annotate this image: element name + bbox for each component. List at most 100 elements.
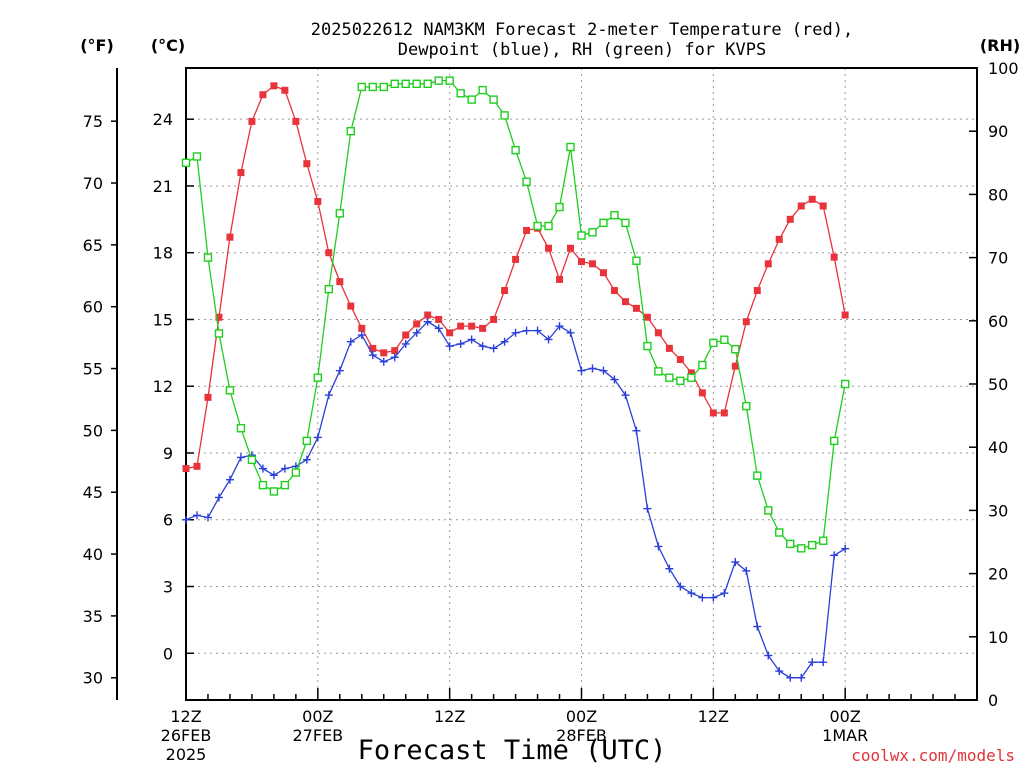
rh-point (280, 480, 290, 490)
rh-point (731, 345, 740, 354)
fahrenheit-tick-label: 65 (83, 236, 103, 255)
rh-point (797, 544, 806, 553)
x-tick-label: 12Z (434, 707, 465, 726)
rh-tick-label: 50 (988, 375, 1008, 394)
chart-series (181, 76, 850, 682)
temperature-point (413, 320, 421, 328)
temperature-point (698, 389, 706, 397)
rh-tick-label: 30 (988, 501, 1008, 520)
temperature-point (314, 198, 322, 206)
rh-point (753, 471, 762, 480)
rh-point (368, 82, 377, 92)
x-tick-label: 27FEB (293, 726, 344, 745)
rh-point (500, 111, 509, 120)
temperature-point (588, 260, 596, 268)
temperature-point (610, 287, 618, 295)
rh-point (840, 379, 850, 389)
temperature-point (435, 315, 443, 323)
temperature-point (281, 86, 289, 94)
fahrenheit-tick-label: 60 (83, 298, 103, 317)
x-tick-label: 00Z (566, 707, 597, 726)
rh-point (566, 142, 575, 152)
series-line (185, 320, 846, 679)
rh-point (335, 209, 345, 218)
rh-point (643, 341, 652, 351)
rh-point (456, 89, 465, 98)
celsius-tick-label: 9 (163, 444, 173, 463)
celsius-tick-label: 0 (163, 644, 173, 663)
temperature-point (665, 344, 673, 352)
x-tick-label: 2025 (166, 745, 207, 764)
rh-point (302, 436, 312, 446)
fahrenheit-tick-label: 45 (83, 483, 103, 502)
temperature-point (654, 329, 662, 337)
series-temperature (182, 82, 849, 473)
rh-unit-label: (RH) (980, 36, 1020, 55)
rh-point (346, 126, 355, 136)
rh-point (709, 338, 718, 348)
temperature-point (808, 195, 816, 203)
temperature-point (841, 311, 849, 319)
temperature-point (621, 298, 629, 306)
rh-point (412, 79, 421, 89)
rh-tick-label: 90 (988, 122, 1008, 141)
rh-point (522, 177, 531, 186)
x-axis-label: Forecast Time (UTC) (358, 735, 667, 766)
rh-tick-label: 40 (988, 438, 1008, 457)
x-tick-label: 12Z (698, 707, 729, 726)
rh-tick-label: 60 (988, 312, 1008, 331)
temperature-point (204, 393, 212, 401)
rh-point (588, 228, 597, 237)
temperature-point (523, 226, 531, 234)
temperature-point (567, 244, 575, 252)
rh-point (181, 158, 191, 168)
fahrenheit-tick-label: 75 (83, 112, 103, 131)
rh-point (258, 480, 268, 490)
temperature-point (380, 349, 388, 357)
celsius-tick-label: 24 (153, 110, 173, 129)
rh-point (434, 76, 443, 85)
rh-point (818, 536, 828, 545)
series-dewpoint (182, 317, 850, 682)
temperature-point (720, 409, 728, 417)
rh-point (192, 152, 202, 161)
celsius-unit-label: (°C) (151, 36, 185, 55)
temperature-point (676, 356, 684, 364)
temperature-point (424, 311, 432, 319)
temperature-point (578, 258, 585, 266)
rh-point (632, 256, 641, 265)
temperature-point (446, 329, 454, 337)
rh-point (247, 455, 257, 465)
rh-tick-label: 10 (988, 628, 1008, 647)
celsius-tick-label: 12 (153, 377, 173, 396)
rh-tick-label: 0 (988, 691, 998, 710)
rh-point (478, 85, 487, 95)
celsius-tick-label: 21 (153, 177, 173, 196)
rh-point (786, 539, 795, 549)
rh-tick-label: 20 (988, 565, 1008, 584)
temperature-point (775, 235, 783, 243)
temperature-point (545, 244, 553, 252)
celsius-tick-label: 6 (163, 511, 173, 530)
temperature-point (512, 255, 520, 263)
temperature-point (226, 233, 234, 241)
rh-tick-label: 80 (988, 185, 1008, 204)
temperature-point (369, 344, 377, 352)
rh-tick-label: 100 (988, 59, 1019, 78)
chart-axes: 0 3 6 9 12 15 18 21 24 30 35 40 45 50 55 60 65 70 75 0 10 20 3… (83, 59, 1019, 710)
rh-point (291, 468, 301, 477)
rh-point (533, 221, 542, 231)
temperature-point (753, 287, 761, 295)
temperature-point (391, 347, 399, 355)
x-tick-label: 26FEB (161, 726, 212, 745)
temperature-point (303, 160, 311, 168)
rh-point (775, 528, 784, 537)
credit-text: coolwx.com/models (851, 746, 1015, 765)
rh-point (379, 82, 388, 92)
rh-point (720, 335, 729, 344)
temperature-point (292, 117, 300, 125)
x-tick-label: 00Z (830, 707, 861, 726)
rh-point (511, 145, 520, 155)
rh-point (214, 329, 224, 338)
temperature-point (193, 462, 201, 470)
